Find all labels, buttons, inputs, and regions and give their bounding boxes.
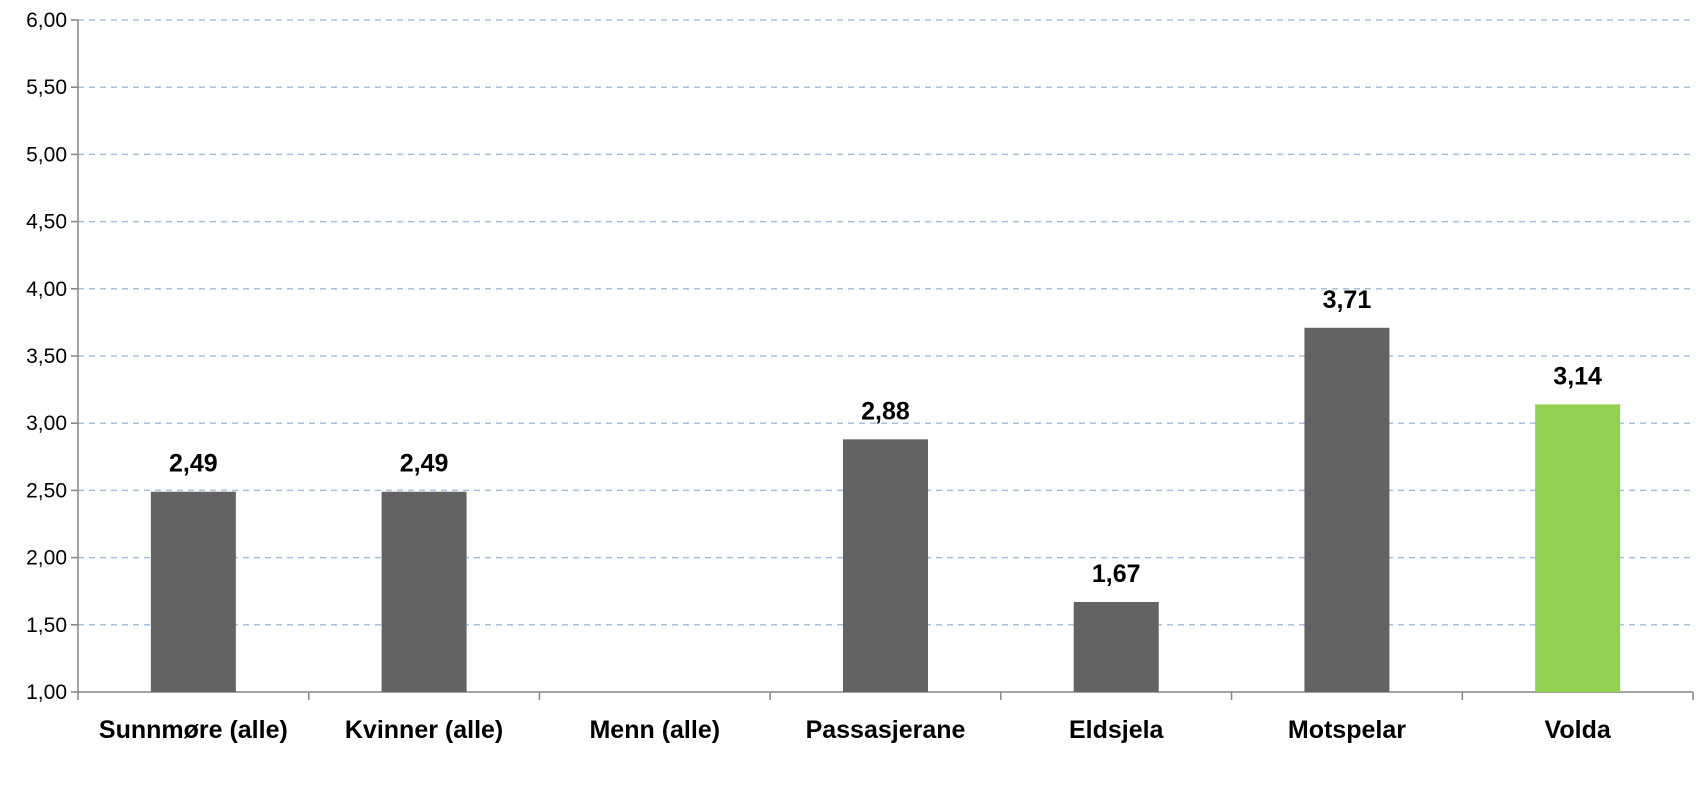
category-label: Passasjerane — [806, 716, 966, 744]
bar — [843, 439, 928, 692]
bar — [1073, 601, 1159, 692]
data-label: 3,14 — [1553, 362, 1602, 390]
bar — [150, 491, 236, 692]
y-tick-label: 2,00 — [26, 547, 67, 570]
data-label: 1,67 — [1092, 560, 1141, 588]
category-label: Eldsjela — [1069, 716, 1165, 744]
data-label: 3,71 — [1323, 286, 1372, 314]
labels: 2,49 Sunnmøre (alle) 2,49 Kvinner (alle) Men… — [99, 286, 1612, 744]
y-tick-label: 6,00 — [26, 9, 67, 32]
data-label: 2,49 — [169, 450, 218, 478]
bar — [1535, 404, 1621, 692]
y-tick-label: 1,00 — [26, 681, 67, 704]
y-tick-label: 3,00 — [26, 412, 67, 435]
bars — [150, 327, 1621, 692]
y-tick-label: 2,50 — [26, 479, 67, 502]
y-tick-label: 4,50 — [26, 211, 67, 234]
category-label: Menn (alle) — [589, 716, 720, 744]
gridlines — [78, 19, 1693, 626]
category-label: Volda — [1545, 716, 1612, 744]
y-tick-label: 5,00 — [26, 143, 67, 166]
data-label: 2,49 — [400, 450, 449, 478]
category-label: Sunnmøre (alle) — [99, 716, 288, 744]
category-label: Kvinner (alle) — [345, 716, 503, 744]
y-tick-label: 4,00 — [26, 278, 67, 301]
bar — [381, 491, 467, 692]
y-tick-label: 5,50 — [26, 76, 67, 99]
y-tick-label: 3,50 — [26, 345, 67, 368]
y-tick-label: 1,50 — [26, 614, 67, 637]
bar — [1304, 327, 1390, 692]
data-label: 2,88 — [861, 397, 910, 425]
category-label: Motspelar — [1288, 716, 1406, 744]
